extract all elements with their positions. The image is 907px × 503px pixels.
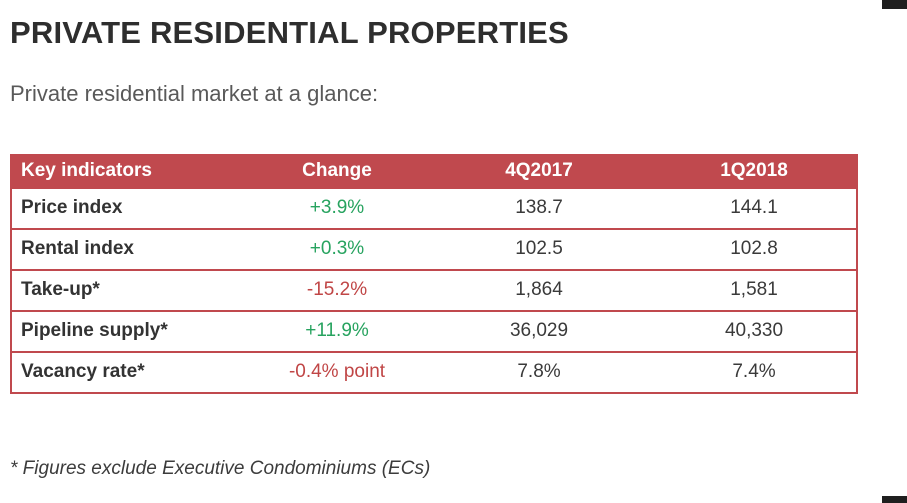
- indicator-label: Price index: [21, 197, 123, 219]
- table-row-pipeline-supply: Pipeline supply* +11.9% 36,029 40,330: [11, 310, 857, 352]
- table-header-row: Key indicators Change 4Q2017 1Q2018: [11, 154, 857, 188]
- indicator-label: Pipeline supply*: [21, 320, 168, 342]
- table-row-take-up: Take-up* -15.2% 1,864 1,581: [11, 269, 857, 311]
- page-title: PRIVATE RESIDENTIAL PROPERTIES: [10, 15, 569, 50]
- change-value: +0.3%: [309, 238, 365, 260]
- indicator-label: Rental index: [21, 238, 134, 260]
- value-4q2017: 36,029: [509, 320, 569, 342]
- indicator-label: Vacancy rate*: [21, 361, 145, 383]
- change-value: -0.4% point: [288, 361, 386, 383]
- change-value: +3.9%: [309, 197, 365, 219]
- value-4q2017: 1,864: [515, 279, 563, 301]
- table-row-rental-index: Rental index +0.3% 102.5 102.8: [11, 228, 857, 270]
- page-subtitle: Private residential market at a glance:: [10, 81, 379, 107]
- background-edge-top-right: [882, 0, 907, 9]
- change-value: -15.2%: [306, 279, 368, 301]
- value-4q2017: 138.7: [515, 197, 563, 219]
- indicator-label: Take-up*: [21, 279, 100, 301]
- header-change: Change: [248, 154, 426, 188]
- key-indicators-table: Key indicators Change 4Q2017 1Q2018 Pric…: [10, 153, 858, 394]
- footnote: * Figures exclude Executive Condominiums…: [10, 457, 431, 479]
- table-row-vacancy-rate: Vacancy rate* -0.4% point 7.8% 7.4%: [11, 351, 857, 393]
- table-row-price-index: Price index +3.9% 138.7 144.1: [11, 187, 857, 229]
- header-key-indicators: Key indicators: [11, 154, 248, 188]
- change-value: +11.9%: [305, 320, 369, 342]
- header-4q2017: 4Q2017: [426, 154, 652, 188]
- value-4q2017: 102.5: [515, 238, 563, 260]
- value-1q2018: 7.4%: [732, 361, 776, 383]
- value-1q2018: 102.8: [730, 238, 778, 260]
- background-edge-bottom-right: [882, 496, 907, 503]
- value-1q2018: 144.1: [730, 197, 778, 219]
- value-1q2018: 40,330: [724, 320, 784, 342]
- value-1q2018: 1,581: [730, 279, 778, 301]
- header-1q2018: 1Q2018: [652, 154, 857, 188]
- article-section: PRIVATE RESIDENTIAL PROPERTIES Private r…: [10, 15, 858, 479]
- value-4q2017: 7.8%: [517, 361, 561, 383]
